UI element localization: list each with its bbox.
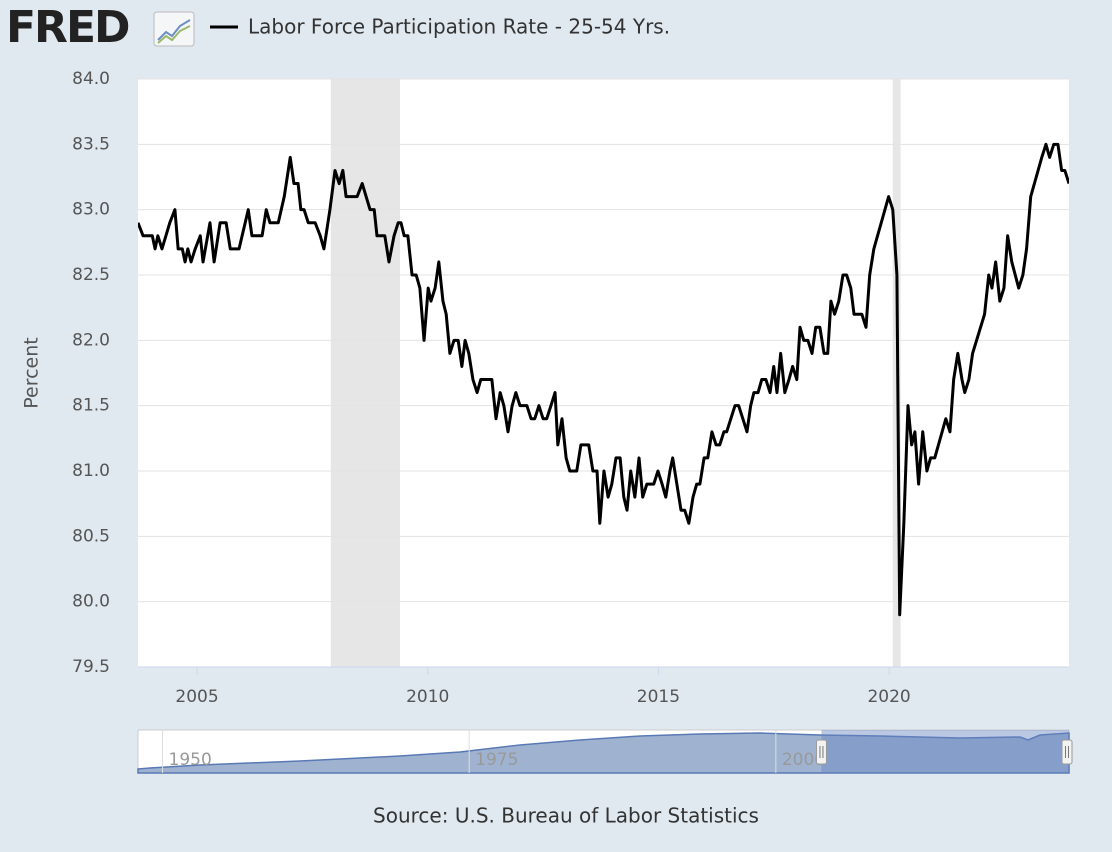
y-tick-label: 80.5	[72, 526, 110, 546]
y-tick-label: 81.5	[72, 396, 110, 416]
logo: FRED	[6, 2, 129, 53]
y-tick-label: 83.5	[72, 134, 110, 154]
navigator-selection	[821, 730, 1069, 773]
y-tick-label: 80.0	[72, 592, 110, 612]
y-tick-label: 81.0	[72, 461, 110, 481]
navigator-handle[interactable]	[815, 739, 827, 765]
y-tick-label: 84.0	[72, 69, 110, 89]
plot-area	[138, 79, 1069, 667]
y-tick-label: 82.5	[72, 265, 110, 285]
x-tick-label: 2005	[175, 687, 218, 707]
x-tick-label: 2020	[867, 687, 910, 707]
x-tick-label: 2015	[637, 687, 680, 707]
x-tick-label: 2010	[406, 687, 449, 707]
y-axis-label: Percent	[21, 337, 43, 409]
y-tick-label: 79.5	[72, 657, 110, 677]
logo-icon	[153, 11, 195, 47]
navigator-tick-label: 2000	[782, 750, 825, 770]
recession-band	[330, 79, 401, 667]
source: Source: U.S. Bureau of Labor Statistics	[373, 804, 759, 828]
y-tick-label: 83.0	[72, 200, 110, 220]
legend-label: Labor Force Participation Rate - 25-54 Y…	[248, 15, 670, 39]
series-line	[138, 142, 1069, 617]
navigator-tick-label: 1975	[475, 750, 518, 770]
navigator-handle[interactable]	[1061, 739, 1073, 765]
y-tick-label: 82.0	[72, 330, 110, 350]
navigator-tick-label: 1950	[169, 750, 212, 770]
navigator-series	[137, 732, 1070, 774]
